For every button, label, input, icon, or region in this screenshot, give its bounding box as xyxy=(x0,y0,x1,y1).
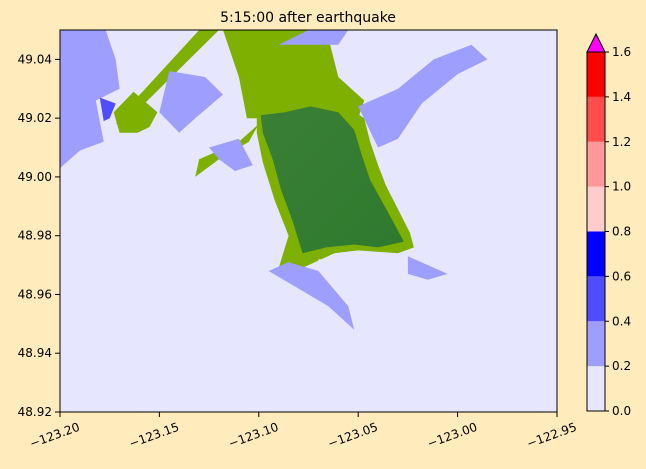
region-lagoon xyxy=(318,259,327,266)
region-shallow-northwest-center xyxy=(159,71,223,133)
chart-title: 5:15:00 after earthquake xyxy=(220,10,396,26)
colorbar-tick-label: 1.0 xyxy=(612,180,631,194)
colorbar-tick-label: 0.8 xyxy=(612,225,631,239)
x-tick-label: −122.95 xyxy=(525,420,579,451)
region-medium-northwest xyxy=(99,97,116,122)
colorbar-bin xyxy=(587,276,605,322)
x-tick-label: −123.00 xyxy=(425,420,479,451)
x-tick-label: −123.20 xyxy=(28,420,82,451)
y-tick-label: 48.94 xyxy=(18,346,52,360)
y-tick-label: 48.92 xyxy=(18,405,52,419)
region-land-north xyxy=(223,30,365,119)
colorbar-bin xyxy=(587,141,605,187)
x-tick-label: −123.15 xyxy=(127,420,181,451)
colorbar-extend-arrow xyxy=(586,32,606,53)
colorbar-tick-label: 0.4 xyxy=(612,314,631,328)
colorbar-tick-label: 1.4 xyxy=(612,90,631,104)
region-shallow-southeast xyxy=(407,256,448,280)
region-shallow-northeast-top xyxy=(278,30,349,45)
colorbar-bin xyxy=(587,52,605,97)
x-axis: −123.20 −123.15 −123.10 −123.05 −123.00 −122.… xyxy=(28,412,579,451)
x-tick-label: −123.10 xyxy=(227,420,281,451)
y-tick-label: 49.02 xyxy=(18,111,52,125)
colorbar-tick-label: 1.2 xyxy=(612,135,631,149)
y-tick-label: 49.04 xyxy=(18,52,52,66)
colorbar-bin xyxy=(587,231,605,277)
plot-frame xyxy=(59,29,558,413)
map-regions xyxy=(60,30,488,330)
region-land-main-interior xyxy=(260,106,404,254)
colorbar: 0.0 0.2 0.4 0.6 0.8 1.0 1.2 1.4 1.6 xyxy=(586,32,631,418)
y-tick-label: 48.96 xyxy=(18,287,52,301)
colorbar-tick-label: 0.2 xyxy=(612,359,631,373)
colorbar-tick-label: 1.6 xyxy=(612,45,631,59)
region-shallow-south xyxy=(268,262,355,330)
y-tick-label: 48.98 xyxy=(18,229,52,243)
colorbar-tick-label: 0.6 xyxy=(612,269,631,283)
region-land-northwest-blob xyxy=(113,91,158,133)
y-axis: 48.92 48.94 48.96 48.98 49.00 49.02 49.04 xyxy=(18,52,60,419)
colorbar-bin xyxy=(587,321,605,367)
region-shallow-northwest-lower xyxy=(209,138,253,171)
x-tick-label: −123.05 xyxy=(326,420,380,451)
y-tick-label: 49.00 xyxy=(18,170,52,184)
region-shallow-northwest-left xyxy=(60,30,120,169)
colorbar-bin xyxy=(587,366,605,411)
colorbar-bin xyxy=(587,96,605,142)
region-shallow-northeast xyxy=(358,44,488,148)
colorbar-tick-label: 0.0 xyxy=(612,404,631,418)
colorbar-bin xyxy=(587,186,605,232)
plot-area xyxy=(59,29,558,413)
